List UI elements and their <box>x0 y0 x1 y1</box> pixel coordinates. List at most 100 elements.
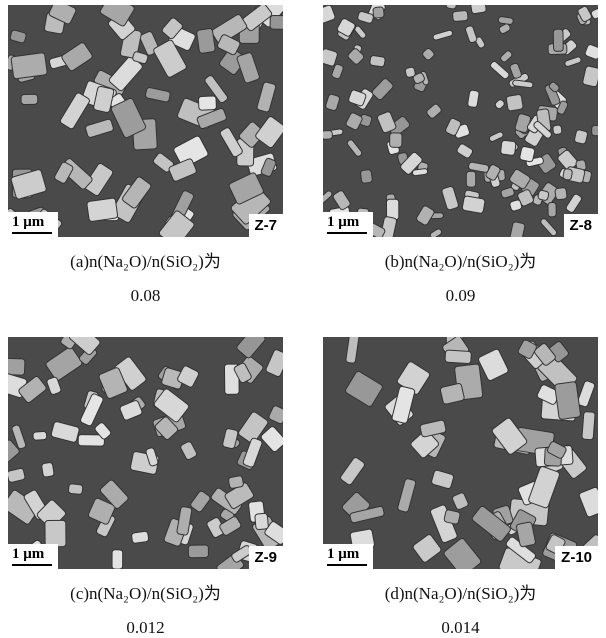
crystal <box>8 468 26 483</box>
crystal <box>256 81 276 112</box>
crystal <box>268 405 283 425</box>
crystals <box>323 337 598 569</box>
crystal <box>360 169 372 183</box>
crystal <box>87 198 118 222</box>
crystals <box>323 5 598 237</box>
crystal <box>509 63 522 80</box>
crystal <box>45 520 66 546</box>
crystal <box>325 94 340 112</box>
crystal <box>494 98 505 109</box>
crystal <box>584 44 598 60</box>
sem-image: 1 μmZ-10 <box>323 337 598 569</box>
crystals <box>8 5 283 237</box>
crystal <box>452 492 470 510</box>
crystal <box>578 487 598 518</box>
crystal <box>512 80 533 88</box>
crystal <box>444 509 461 524</box>
crystal <box>188 545 208 558</box>
scale-bar: 1 μm <box>323 544 373 569</box>
crystal <box>68 484 83 495</box>
crystal <box>440 383 465 405</box>
crystal <box>345 112 363 131</box>
crystal <box>499 50 513 63</box>
crystal <box>555 381 581 419</box>
crystal <box>582 411 595 439</box>
panel: 1 μm Z-7 (a)n(Na₂O)/n(SiO₂)为 0.08 <box>8 5 283 306</box>
crystal <box>323 131 332 140</box>
scale-bar: 1 μm <box>8 544 58 569</box>
sem-image: 1 μmZ-9 <box>8 337 283 569</box>
crystal <box>540 217 558 236</box>
scale-bar-line <box>12 564 52 566</box>
crystal <box>537 190 549 201</box>
scale-bar-label: 1 μm <box>12 214 52 230</box>
sample-label: Z-8 <box>564 214 599 237</box>
crystal <box>415 205 435 226</box>
crystal <box>255 115 283 148</box>
crystal <box>180 441 198 461</box>
scale-bar-label: 1 μm <box>327 214 367 230</box>
crystal <box>488 131 504 142</box>
sample-label: Z-7 <box>249 214 284 237</box>
crystal <box>446 5 457 9</box>
crystal <box>555 187 567 200</box>
crystal <box>574 129 588 144</box>
crystal <box>196 28 215 53</box>
crystal <box>465 25 478 43</box>
crystal <box>145 87 171 102</box>
crystal <box>373 7 384 19</box>
crystal <box>190 490 212 513</box>
crystal <box>441 186 459 211</box>
crystal <box>390 133 402 148</box>
crystal <box>346 337 361 364</box>
caption-line: (d)n(Na₂O)/n(SiO₂)为 <box>323 579 598 604</box>
crystal <box>478 348 510 381</box>
panel: 1 μmZ-9(c)n(Na₂O)/n(SiO₂)为0.012 <box>8 337 283 638</box>
crystal <box>344 370 383 407</box>
crystal <box>506 94 523 111</box>
crystal <box>41 462 54 477</box>
caption-line: (a)n(Na₂O)/n(SiO₂)为 <box>8 247 283 272</box>
caption-line: 0.014 <box>323 618 598 638</box>
crystal <box>443 537 482 569</box>
scale-bar-label: 1 μm <box>327 546 367 562</box>
crystal <box>553 29 563 51</box>
crystal <box>80 393 104 427</box>
crystal <box>548 202 556 216</box>
crystals <box>8 337 283 569</box>
crystal <box>33 431 47 440</box>
crystal <box>236 337 267 359</box>
caption-line: 0.08 <box>8 286 283 306</box>
scale-bar-line <box>327 232 367 234</box>
crystal <box>59 92 90 130</box>
sem-image: 1 μm Z-7 <box>8 5 283 237</box>
crystal <box>236 52 260 84</box>
crystal <box>10 30 27 44</box>
scale-bar-label: 1 μm <box>12 546 52 562</box>
caption-line: (b)n(Na₂O)/n(SiO₂)为 <box>323 247 598 272</box>
scale-bar: 1 μm <box>8 212 58 237</box>
crystal <box>445 350 472 364</box>
caption-line: (c)n(Na₂O)/n(SiO₂)为 <box>8 579 283 604</box>
crystal <box>500 140 516 155</box>
crystal <box>131 531 149 544</box>
crystal <box>323 5 336 25</box>
scale-bar-line <box>327 564 367 566</box>
crystal <box>421 47 435 61</box>
crystal <box>553 125 562 135</box>
crystal <box>339 456 365 486</box>
crystal <box>412 533 442 563</box>
crystal <box>11 52 48 79</box>
crystal <box>592 125 598 135</box>
crystal <box>426 103 443 119</box>
crystal <box>265 349 283 378</box>
crystal <box>371 77 394 101</box>
crystal <box>509 199 522 211</box>
caption-line: 0.09 <box>323 286 598 306</box>
crystal <box>397 478 416 513</box>
crystal <box>467 90 479 108</box>
crystal <box>228 475 244 488</box>
crystal <box>112 550 123 569</box>
crystal <box>500 187 515 199</box>
